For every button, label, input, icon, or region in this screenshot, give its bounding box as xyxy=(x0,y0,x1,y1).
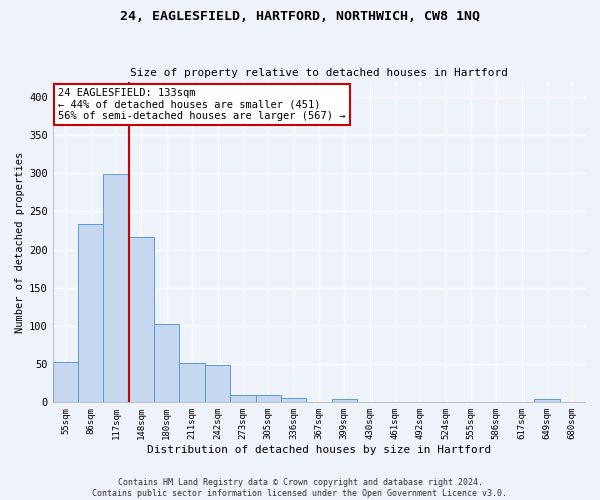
Text: 24, EAGLESFIELD, HARTFORD, NORTHWICH, CW8 1NQ: 24, EAGLESFIELD, HARTFORD, NORTHWICH, CW… xyxy=(120,10,480,23)
Bar xyxy=(230,394,256,402)
Text: 24 EAGLESFIELD: 133sqm
← 44% of detached houses are smaller (451)
56% of semi-de: 24 EAGLESFIELD: 133sqm ← 44% of detached… xyxy=(58,88,346,121)
X-axis label: Distribution of detached houses by size in Hartford: Distribution of detached houses by size … xyxy=(147,445,491,455)
Bar xyxy=(281,398,306,402)
Bar xyxy=(154,324,179,402)
Y-axis label: Number of detached properties: Number of detached properties xyxy=(15,152,25,332)
Bar xyxy=(205,365,230,403)
Bar xyxy=(332,398,357,402)
Bar xyxy=(256,394,281,402)
Text: Contains HM Land Registry data © Crown copyright and database right 2024.
Contai: Contains HM Land Registry data © Crown c… xyxy=(92,478,508,498)
Bar xyxy=(129,238,154,402)
Bar xyxy=(103,174,129,402)
Title: Size of property relative to detached houses in Hartford: Size of property relative to detached ho… xyxy=(130,68,508,78)
Bar xyxy=(78,224,103,402)
Bar xyxy=(53,362,78,403)
Bar xyxy=(535,400,560,402)
Bar xyxy=(179,362,205,403)
